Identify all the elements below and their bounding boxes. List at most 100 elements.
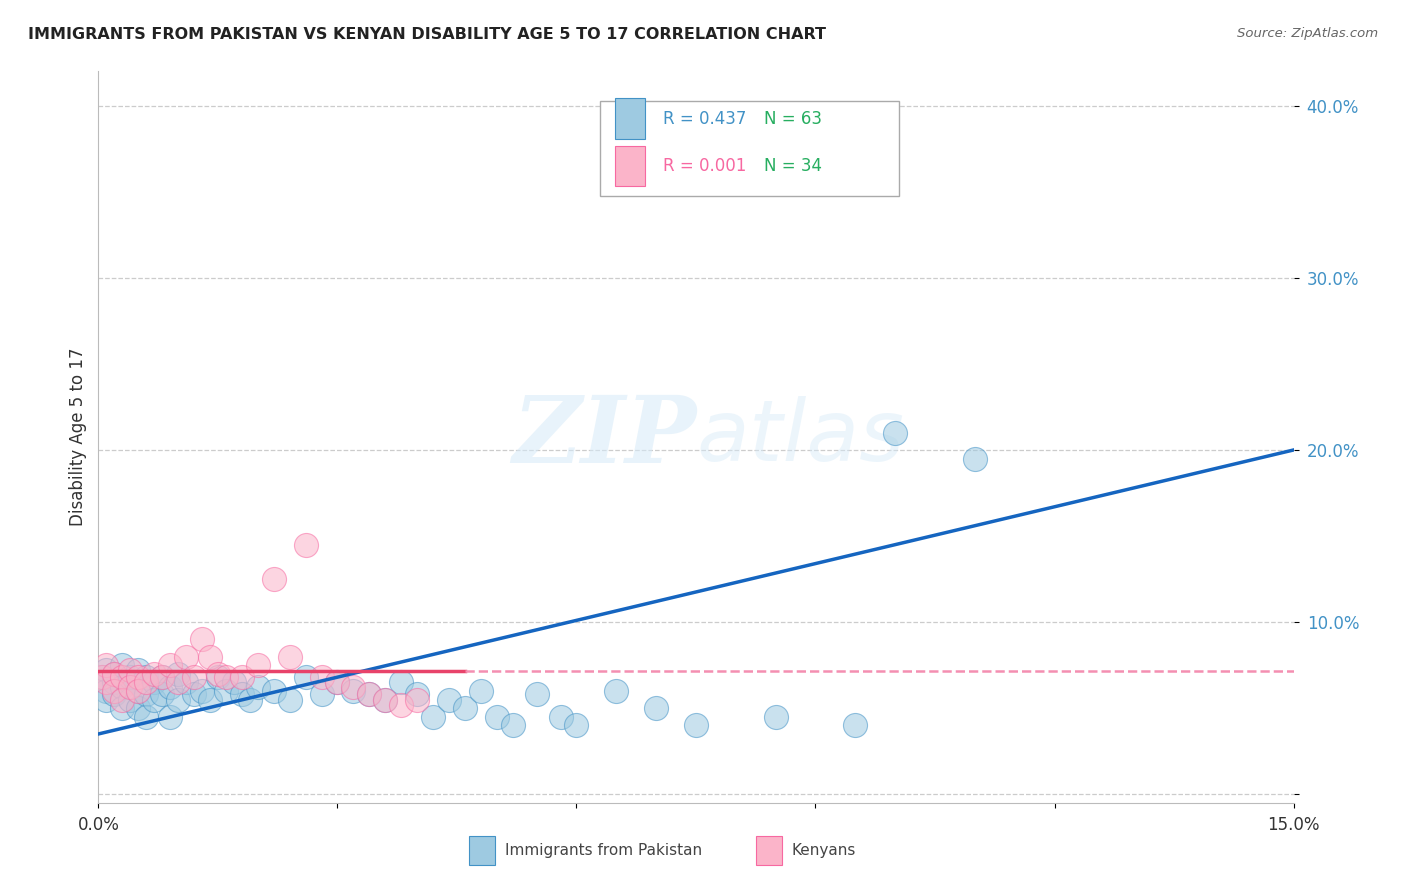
Point xyxy=(159,710,181,724)
Y-axis label: Disability Age 5 to 17: Disability Age 5 to 17 xyxy=(69,348,87,526)
Text: R = 0.001: R = 0.001 xyxy=(662,157,745,175)
Point xyxy=(143,675,166,690)
Point xyxy=(222,675,245,690)
Point xyxy=(207,666,229,681)
Point xyxy=(406,687,429,701)
Point xyxy=(231,687,253,701)
Point xyxy=(406,692,429,706)
Point xyxy=(685,718,707,732)
Point xyxy=(565,718,588,732)
Point xyxy=(120,692,142,706)
Point xyxy=(246,681,269,695)
Point xyxy=(191,684,214,698)
Point xyxy=(326,675,349,690)
Point xyxy=(526,687,548,701)
Point xyxy=(963,451,986,466)
Point xyxy=(437,692,460,706)
Point xyxy=(111,670,134,684)
Point xyxy=(111,701,134,715)
Text: ZIP: ZIP xyxy=(512,392,696,482)
Point xyxy=(359,687,381,701)
Point xyxy=(183,687,205,701)
Text: Kenyans: Kenyans xyxy=(792,843,856,858)
Text: N = 63: N = 63 xyxy=(763,110,823,128)
Point xyxy=(470,684,492,698)
Point xyxy=(174,675,197,690)
Point xyxy=(135,670,157,684)
Text: Immigrants from Pakistan: Immigrants from Pakistan xyxy=(505,843,702,858)
Point xyxy=(159,658,181,673)
FancyBboxPatch shape xyxy=(470,836,495,865)
Point xyxy=(135,687,157,701)
Point xyxy=(844,718,866,732)
Point xyxy=(231,670,253,684)
Point xyxy=(159,681,181,695)
Point xyxy=(150,670,173,684)
Point xyxy=(150,687,173,701)
Point xyxy=(765,710,787,724)
Text: atlas: atlas xyxy=(696,395,904,479)
Point xyxy=(111,692,134,706)
Point xyxy=(174,649,197,664)
Point xyxy=(96,658,118,673)
Point xyxy=(167,666,190,681)
Text: IMMIGRANTS FROM PAKISTAN VS KENYAN DISABILITY AGE 5 TO 17 CORRELATION CHART: IMMIGRANTS FROM PAKISTAN VS KENYAN DISAB… xyxy=(28,27,827,42)
Point xyxy=(326,675,349,690)
Point xyxy=(96,663,118,677)
FancyBboxPatch shape xyxy=(756,836,782,865)
Point xyxy=(605,684,627,698)
Point xyxy=(263,684,285,698)
FancyBboxPatch shape xyxy=(614,98,644,138)
Point xyxy=(263,572,285,586)
Point xyxy=(359,687,381,701)
Point xyxy=(374,692,396,706)
Point xyxy=(550,710,572,724)
Point xyxy=(198,692,221,706)
FancyBboxPatch shape xyxy=(614,146,644,186)
Point xyxy=(502,718,524,732)
Point xyxy=(111,681,134,695)
Point xyxy=(127,663,149,677)
Point xyxy=(645,701,668,715)
Point xyxy=(120,675,142,690)
Point xyxy=(143,692,166,706)
Point xyxy=(215,684,238,698)
Point xyxy=(389,698,412,712)
Point xyxy=(422,710,444,724)
Point xyxy=(120,670,142,684)
Point xyxy=(103,684,125,698)
Point xyxy=(278,692,301,706)
Point xyxy=(342,681,364,695)
Point xyxy=(183,670,205,684)
Point xyxy=(198,649,221,664)
Point xyxy=(311,687,333,701)
Point xyxy=(127,701,149,715)
Point xyxy=(103,666,125,681)
Point xyxy=(135,710,157,724)
Point xyxy=(135,675,157,690)
Point xyxy=(207,670,229,684)
Text: R = 0.437: R = 0.437 xyxy=(662,110,745,128)
Point xyxy=(167,675,190,690)
Point xyxy=(191,632,214,647)
Point xyxy=(127,684,149,698)
Point xyxy=(103,687,125,701)
Point xyxy=(120,663,142,677)
Point xyxy=(246,658,269,673)
Point xyxy=(294,670,316,684)
Point xyxy=(127,670,149,684)
FancyBboxPatch shape xyxy=(600,101,900,195)
Point xyxy=(91,670,114,684)
Point xyxy=(127,684,149,698)
Point xyxy=(150,670,173,684)
Point xyxy=(389,675,412,690)
Point xyxy=(120,681,142,695)
Point xyxy=(239,692,262,706)
Point xyxy=(884,425,907,440)
Text: Source: ZipAtlas.com: Source: ZipAtlas.com xyxy=(1237,27,1378,40)
Point xyxy=(143,666,166,681)
Point xyxy=(111,658,134,673)
Point xyxy=(311,670,333,684)
Point xyxy=(96,692,118,706)
Point xyxy=(454,701,477,715)
